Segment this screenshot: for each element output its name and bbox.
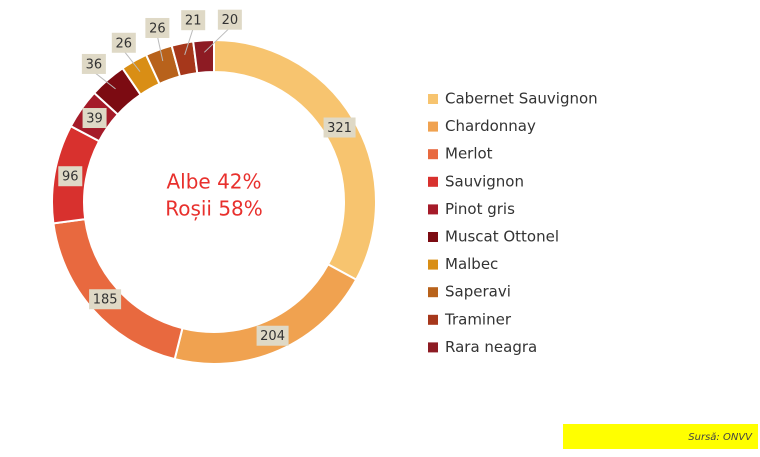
leader-line (156, 35, 164, 62)
legend-label: Pinot gris (445, 200, 515, 218)
label-box (145, 17, 170, 38)
label-box (82, 108, 107, 129)
data-label: 185 (93, 293, 118, 308)
legend-swatch (428, 259, 438, 270)
leader-line (93, 71, 116, 90)
leader-line (123, 50, 141, 72)
legend-swatch (428, 149, 438, 160)
legend-swatch (428, 232, 438, 242)
legend-label: Muscat Ottonel (445, 228, 559, 246)
label-box (58, 166, 83, 187)
legend-label: Traminer (444, 310, 512, 328)
center-label: Albe 42% (166, 170, 261, 194)
legend-swatch (428, 204, 438, 215)
data-label: 39 (86, 112, 103, 127)
legend-swatch (428, 176, 438, 187)
slice (52, 218, 184, 361)
data-label: 21 (185, 14, 202, 29)
label-box (217, 9, 242, 30)
label-box (89, 289, 122, 310)
legend-swatch (428, 342, 438, 353)
legend-label: Cabernet Sauvignon (445, 90, 598, 108)
data-label: 204 (260, 329, 285, 344)
label-box (323, 117, 356, 138)
slice (213, 38, 377, 282)
data-label: 26 (149, 21, 166, 36)
leader-line (184, 28, 194, 56)
slice (192, 38, 215, 75)
legend-swatch (428, 121, 438, 132)
legend-label: Sauvignon (445, 172, 524, 190)
legend-label: Rara neagra (445, 338, 537, 356)
legend-swatch (428, 314, 438, 325)
legend-swatch (428, 94, 438, 104)
data-label: 26 (116, 36, 133, 51)
legend-swatch (428, 287, 438, 298)
legend-label: Merlot (445, 145, 493, 163)
label-box (111, 32, 136, 53)
label-box (256, 325, 289, 346)
source: Sursă: ONVV (688, 432, 753, 443)
source-box (563, 424, 758, 449)
legend-label: Saperavi (445, 283, 511, 301)
data-label: 96 (62, 170, 79, 185)
data-label: 321 (327, 121, 352, 136)
label-box (181, 10, 206, 31)
legend-label: Chardonnay (445, 117, 536, 135)
data-label: 20 (222, 13, 239, 28)
slice (173, 262, 358, 365)
data-label: 36 (86, 57, 103, 72)
center-label: Roșii 58% (165, 197, 263, 221)
label-box (81, 53, 106, 74)
legend-label: Malbec (445, 255, 498, 273)
leader-line (203, 27, 231, 53)
